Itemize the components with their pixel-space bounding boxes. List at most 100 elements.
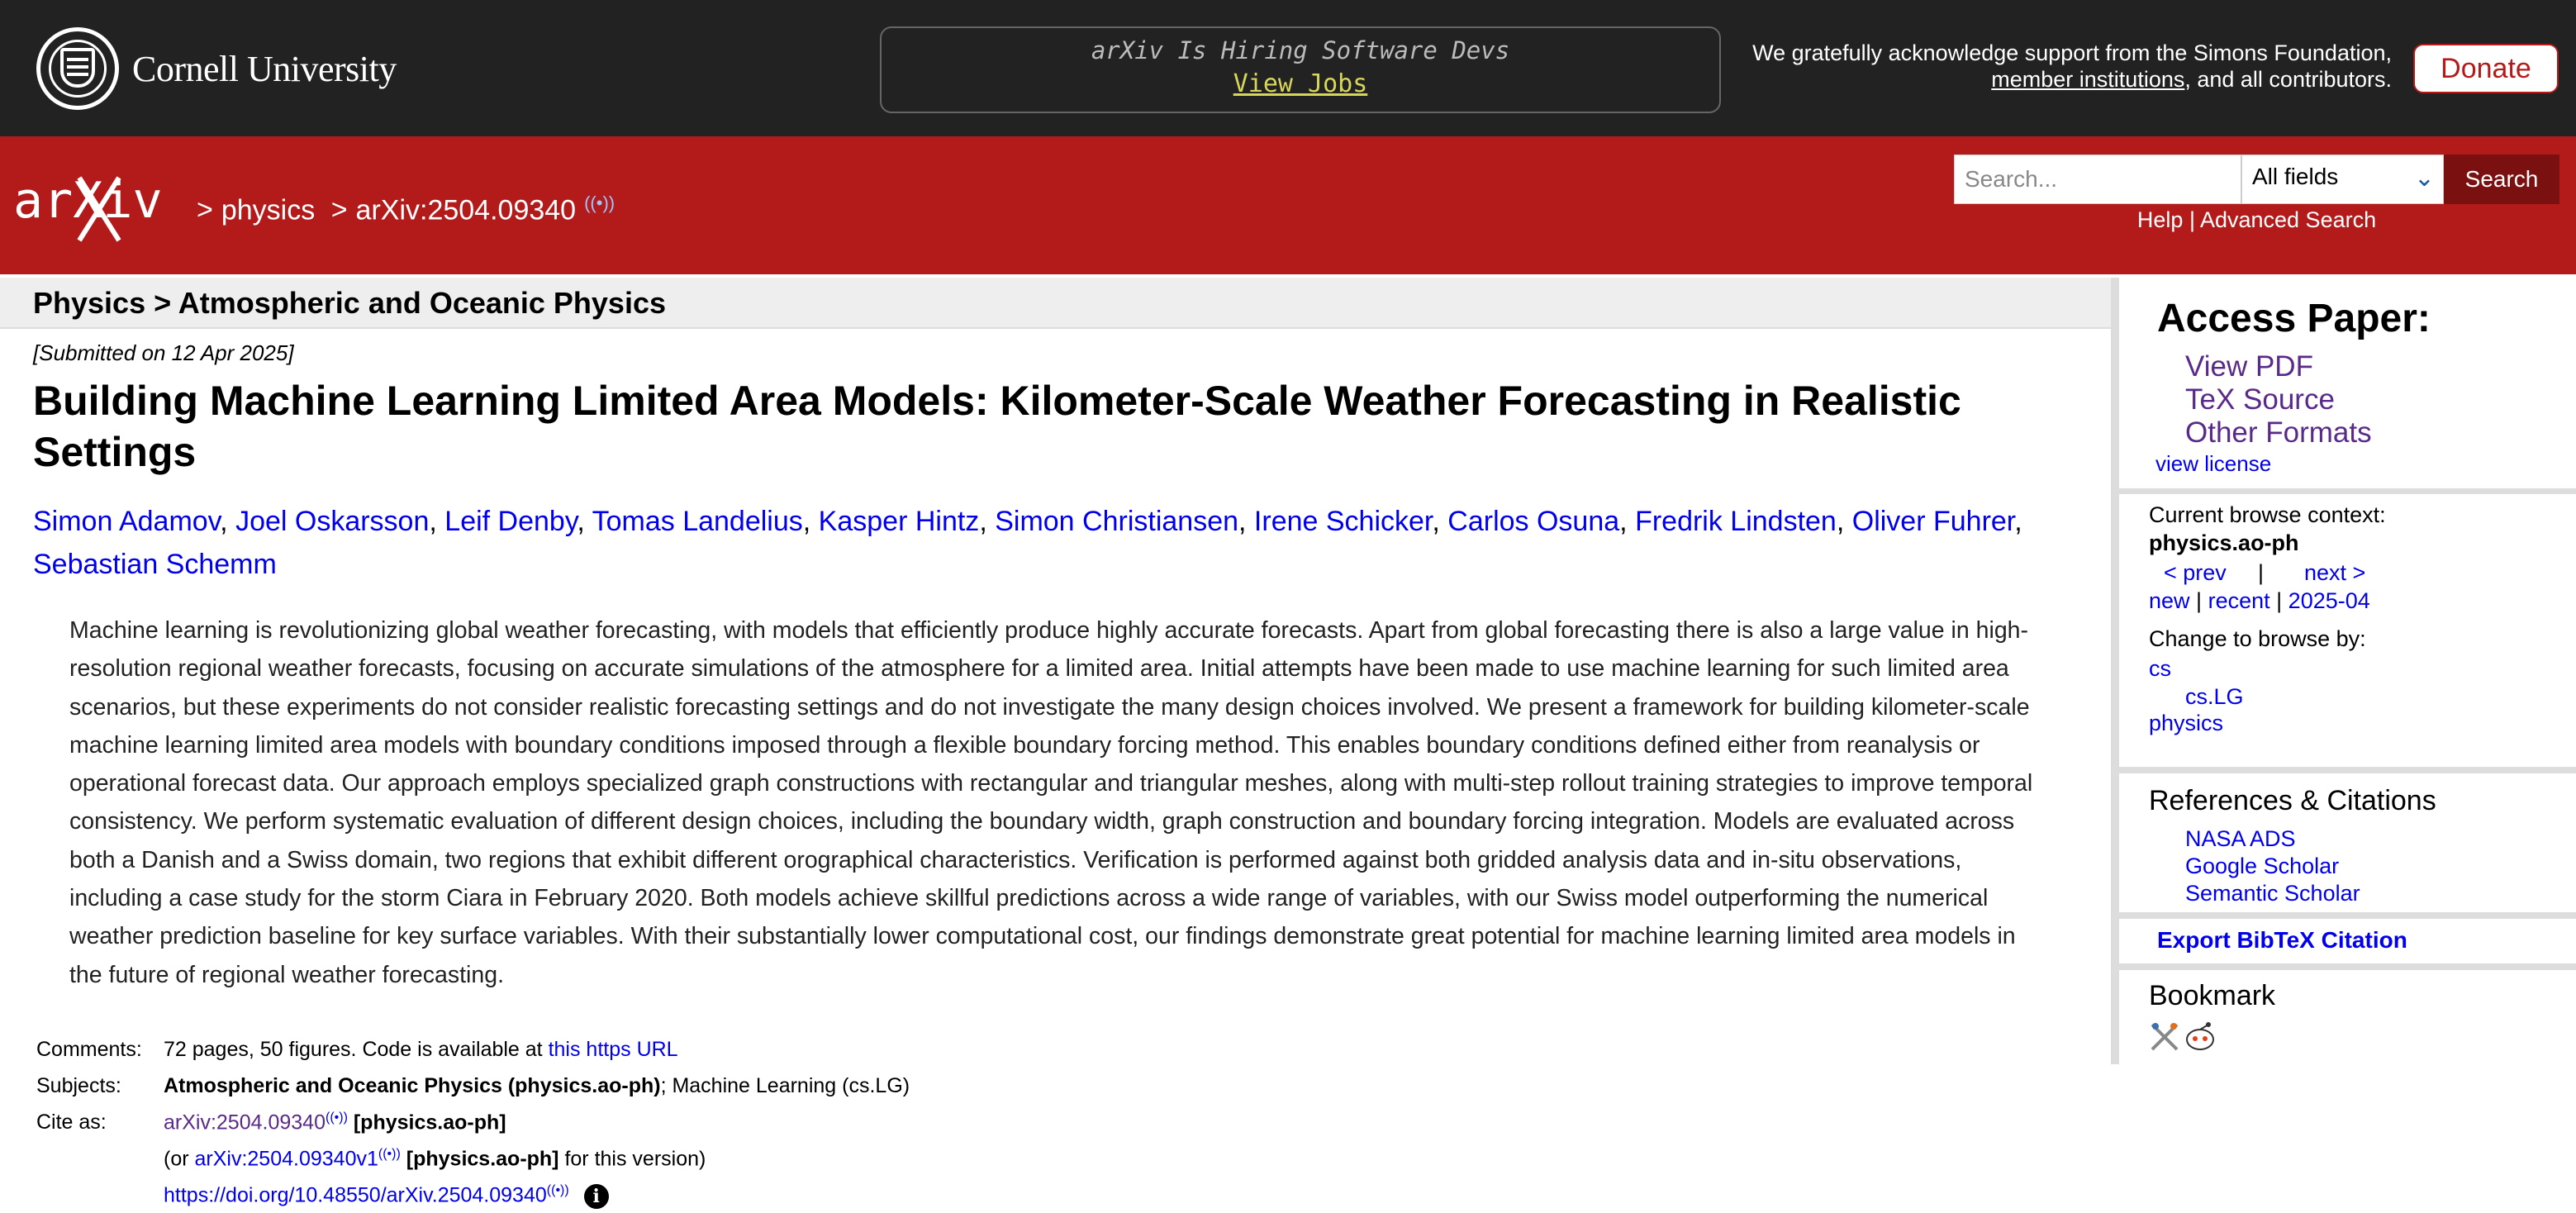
broadcast-icon[interactable]: ((•)) — [546, 1183, 569, 1197]
change-browse-label: Change to browse by: — [2149, 626, 2366, 651]
cite-category: [physics.ao-ph] — [353, 1111, 506, 1135]
broadcast-icon[interactable]: ((•)) — [584, 193, 615, 213]
cite-version-value: (or arXiv:2504.09340v1((•)) [physics.ao-… — [164, 1147, 706, 1171]
cite-or-text: (or — [164, 1147, 195, 1171]
donate-button[interactable]: Donate — [2413, 44, 2559, 93]
cite-value: arXiv:2504.09340((•)) [physics.ao-ph] — [164, 1111, 506, 1135]
arxiv-header: arXiv >physics >arXiv:2504.09340((•)) Al… — [0, 136, 2576, 274]
prev-link[interactable]: < prev — [2164, 560, 2227, 585]
author-link[interactable]: Simon Adamov — [33, 506, 221, 537]
cite-version-rest: for this version) — [558, 1147, 706, 1171]
author-link[interactable]: Kasper Hintz — [818, 506, 980, 537]
subjects-label: Subjects: — [36, 1074, 121, 1097]
search-input[interactable] — [1954, 155, 2241, 204]
bibtex-box: Export BibTeX Citation — [2119, 919, 2576, 963]
bookmark-icons — [2151, 1022, 2214, 1051]
member-institutions-link[interactable]: member institutions — [1991, 67, 2185, 92]
search-button[interactable]: Search — [2444, 155, 2559, 204]
browse-cslg-link[interactable]: cs.LG — [2185, 684, 2244, 709]
references-box: References & Citations NASA ADS Google S… — [2119, 773, 2576, 912]
breadcrumb-separator: > — [197, 194, 213, 226]
comments-value: 72 pages, 50 figures. Code is available … — [164, 1038, 678, 1062]
comments-text: 72 pages, 50 figures. Code is available … — [164, 1038, 549, 1061]
support-line-2: member institutions, and all contributor… — [1718, 66, 2392, 93]
author-link[interactable]: Oliver Fuhrer — [1851, 506, 2015, 537]
breadcrumb-separator: > — [330, 194, 348, 226]
sidebar: Access Paper: View PDF TeX Source Other … — [2111, 278, 2576, 1064]
subject-header: Physics > Atmospheric and Oceanic Physic… — [0, 278, 2111, 329]
author-link[interactable]: Tomas Landelius — [592, 506, 803, 537]
next-link[interactable]: next > — [2304, 560, 2366, 585]
search-field-select[interactable]: All fields ⌄ — [2241, 155, 2444, 204]
browse-cs-link[interactable]: cs — [2149, 656, 2171, 681]
university-name[interactable]: Cornell University — [132, 49, 397, 89]
browse-separator: | — [2276, 588, 2283, 613]
cite-version-category: [physics.ao-ph] — [406, 1147, 559, 1171]
context-label: Current browse context: — [2149, 502, 2386, 527]
browse-context-box: Current browse context: physics.ao-ph < … — [2119, 494, 2576, 767]
advanced-search-link[interactable]: Advanced Search — [2199, 207, 2377, 232]
arxiv-logo-text: arXiv — [13, 172, 163, 230]
cite-version-link[interactable]: arXiv:2504.09340v1 — [194, 1147, 378, 1171]
month-link[interactable]: 2025-04 — [2288, 588, 2370, 613]
access-paper-box: Access Paper: View PDF TeX Source Other … — [2119, 278, 2576, 488]
export-bibtex-link[interactable]: Export BibTeX Citation — [2157, 927, 2407, 953]
abstract: Machine learning is revolutionizing glob… — [69, 617, 2033, 988]
nav-separator: | — [2258, 560, 2265, 585]
author-link[interactable]: Joel Oskarsson — [235, 506, 430, 537]
browse-links: new | recent | 2025-04 — [2149, 588, 2370, 614]
broadcast-icon[interactable]: ((•)) — [325, 1111, 348, 1125]
view-jobs-link[interactable]: View Jobs — [1233, 69, 1368, 98]
author-link[interactable]: Leif Denby — [444, 506, 577, 537]
reddit-icon[interactable] — [2186, 1022, 2214, 1050]
author-link[interactable]: Sebastian Schemm — [33, 549, 277, 580]
cite-id-link[interactable]: arXiv:2504.09340 — [164, 1111, 326, 1135]
subjects-value: Atmospheric and Oceanic Physics (physics… — [164, 1074, 910, 1098]
hiring-title: arXiv Is Hiring Software Devs — [1091, 36, 1510, 64]
secondary-subjects: ; Machine Learning (cs.LG) — [660, 1074, 910, 1097]
info-icon[interactable]: i — [583, 1183, 609, 1209]
support-acknowledgement: We gratefully acknowledge support from t… — [1718, 40, 2392, 93]
breadcrumb-paper-id: arXiv:2504.09340 — [355, 194, 577, 226]
submission-date: [Submitted on 12 Apr 2025] — [33, 340, 294, 365]
arxiv-logo[interactable]: arXiv — [13, 168, 178, 247]
broadcast-icon[interactable]: ((•)) — [378, 1147, 401, 1161]
cornell-seal-icon[interactable] — [36, 27, 119, 110]
help-links: Help | Advanced Search — [1954, 207, 2559, 233]
support-line-1: We gratefully acknowledge support from t… — [1752, 40, 2392, 65]
help-separator: | — [2189, 207, 2195, 232]
recent-link[interactable]: recent — [2208, 588, 2270, 613]
tex-source-link[interactable]: TeX Source — [2185, 383, 2335, 416]
view-license-link[interactable]: view license — [2155, 451, 2272, 476]
subject-header-title: Physics > Atmospheric and Oceanic Physic… — [33, 286, 667, 320]
breadcrumb: > physics > arXiv:2504.09340 ((•)) — [188, 193, 615, 226]
breadcrumb-physics[interactable]: physics — [221, 194, 316, 226]
author-link[interactable]: Simon Christiansen — [995, 506, 1239, 537]
author-link[interactable]: Irene Schicker — [1253, 506, 1433, 537]
primary-subject: Atmospheric and Oceanic Physics (physics… — [164, 1074, 661, 1097]
semantic-scholar-link[interactable]: Semantic Scholar — [2185, 881, 2360, 906]
author-link[interactable]: Carlos Osuna — [1447, 506, 1620, 537]
google-scholar-link[interactable]: Google Scholar — [2185, 854, 2340, 878]
doi-link[interactable]: https://doi.org/10.48550/arXiv.2504.0934… — [164, 1183, 547, 1207]
nasa-ads-link[interactable]: NASA ADS — [2185, 826, 2296, 851]
view-pdf-link[interactable]: View PDF — [2185, 350, 2313, 383]
references-title: References & Citations — [2149, 785, 2436, 816]
top-bar: Cornell University arXiv Is Hiring Softw… — [0, 0, 2576, 136]
cite-label: Cite as: — [36, 1111, 107, 1134]
help-link[interactable]: Help — [2136, 207, 2184, 232]
browse-separator: | — [2196, 588, 2203, 613]
bookmark-box: Bookmark — [2119, 970, 2576, 1064]
bibsonomy-icon[interactable] — [2151, 1023, 2179, 1051]
author-list: Simon Adamov, Joel Oskarsson, Leif Denby… — [33, 506, 2022, 580]
search-field-value: All fields — [2252, 164, 2339, 189]
hiring-banner: arXiv Is Hiring Software Devs View Jobs — [880, 26, 1721, 113]
code-url-link[interactable]: this https URL — [548, 1038, 678, 1061]
access-paper-title: Access Paper: — [2157, 297, 2431, 340]
other-formats-link[interactable]: Other Formats — [2185, 416, 2372, 449]
new-link[interactable]: new — [2149, 588, 2190, 613]
author-link[interactable]: Fredrik Lindsten — [1635, 506, 1837, 537]
comments-label: Comments: — [36, 1038, 142, 1061]
chevron-down-icon: ⌄ — [2413, 164, 2435, 192]
browse-physics-link[interactable]: physics — [2149, 711, 2224, 735]
